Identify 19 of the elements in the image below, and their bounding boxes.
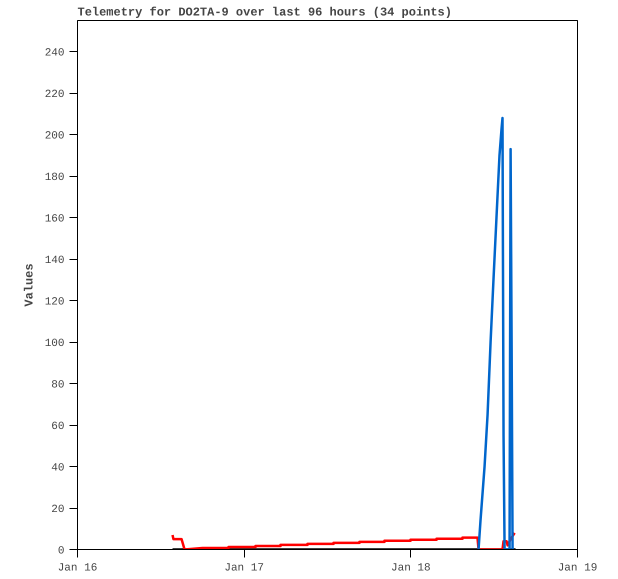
- y-tick-label: 40: [51, 462, 64, 475]
- y-tick-label: 120: [44, 296, 65, 309]
- y-tick-label: 80: [51, 380, 64, 392]
- y-tick-label: 160: [44, 214, 65, 226]
- x-tick-label: Jan 17: [224, 562, 264, 574]
- y-tick-label: 240: [44, 48, 65, 60]
- x-tick-label: Jan 18: [391, 562, 431, 574]
- x-tick-label: Jan 19: [558, 562, 598, 574]
- y-tick-label: 0: [58, 546, 65, 558]
- y-tick-label: 180: [44, 172, 65, 184]
- y-tick-label: 20: [51, 504, 64, 516]
- y-tick-label: 200: [44, 130, 65, 143]
- y-tick-label: 60: [51, 421, 64, 434]
- y-tick-label: 220: [44, 89, 65, 102]
- y-axis-title: Values: [22, 263, 37, 307]
- x-tick-label: Jan 16: [58, 562, 98, 574]
- y-tick-label: 100: [44, 338, 65, 350]
- chart-title: Telemetry for DO2TA-9 over last 96 hours (34 points): [78, 6, 452, 20]
- y-tick-label: 140: [44, 255, 65, 268]
